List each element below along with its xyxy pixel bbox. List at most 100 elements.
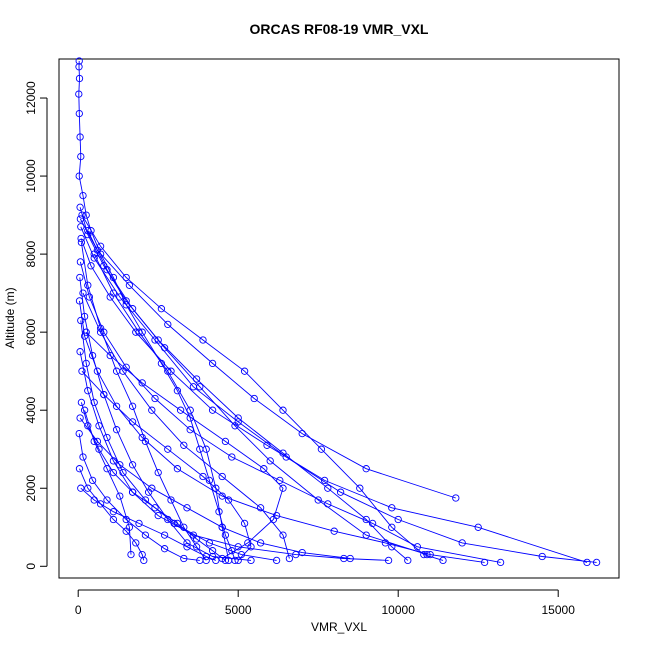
data-point [75, 465, 84, 473]
data-point [221, 437, 230, 446]
data-point [173, 519, 182, 528]
data-point [80, 332, 89, 340]
series-line [78, 60, 236, 561]
data-point [192, 375, 201, 383]
data-point [132, 539, 140, 547]
data-point [160, 545, 169, 553]
data-point [256, 504, 265, 512]
data-point [76, 203, 84, 211]
data-point [75, 172, 83, 180]
data-point [109, 508, 118, 516]
data-point [76, 258, 85, 266]
data-point [75, 57, 83, 65]
data-point [279, 484, 287, 492]
series-line [82, 292, 290, 559]
data-point [237, 550, 246, 559]
data-point [78, 367, 86, 375]
data-point [208, 359, 217, 368]
data-point [208, 547, 217, 555]
data-point [103, 465, 111, 473]
data-point [122, 273, 130, 282]
data-point [151, 504, 159, 512]
data-point [279, 406, 287, 414]
data-point [218, 554, 226, 563]
data-point [76, 348, 84, 356]
data-point [413, 543, 422, 551]
data-point [116, 492, 124, 500]
data-point [180, 441, 188, 449]
data-point [272, 556, 281, 565]
data-point [183, 539, 191, 547]
data-point [116, 461, 124, 469]
chart-title: ORCAS RF08-19 VMR_VXL [250, 21, 429, 37]
data-point [314, 496, 322, 504]
data-point [205, 476, 214, 485]
data-point [109, 515, 118, 524]
data-point [82, 328, 90, 336]
series-10 [76, 348, 393, 565]
data-point [128, 402, 137, 410]
data-point [199, 472, 207, 481]
data-point [276, 476, 284, 485]
series-line [79, 277, 252, 561]
data-point [141, 496, 150, 504]
data-point [135, 519, 143, 528]
data-point [157, 305, 166, 313]
series-7 [77, 238, 210, 565]
y-tick-label: 10000 [24, 159, 38, 193]
data-point [125, 281, 134, 289]
data-point [116, 293, 124, 301]
data-point [151, 394, 159, 403]
data-point [474, 523, 482, 531]
data-point [95, 422, 103, 430]
series-20 [78, 367, 255, 565]
data-point [109, 468, 118, 477]
series-21 [76, 414, 354, 563]
y-tick-label: 12000 [24, 81, 38, 115]
data-point [439, 556, 447, 565]
data-point [186, 426, 194, 434]
data-point [240, 519, 249, 528]
series-23 [77, 484, 220, 565]
data-point [583, 558, 591, 567]
data-point [167, 496, 175, 504]
data-point [77, 152, 85, 161]
data-point [88, 476, 97, 485]
data-point [202, 445, 210, 453]
y-tick-label: 0 [24, 563, 38, 570]
series-line [80, 242, 207, 561]
series-line [78, 433, 200, 561]
data-point [75, 63, 83, 71]
x-tick-label: 10000 [382, 603, 416, 617]
data-point [208, 406, 217, 414]
data-point [82, 359, 90, 368]
data-point [356, 484, 364, 492]
data-point [362, 465, 370, 473]
data-point [317, 445, 326, 453]
plot-frame-group [58, 58, 620, 579]
series-19 [82, 328, 287, 563]
data-point [221, 531, 230, 539]
series-line [93, 253, 230, 561]
data-point [218, 492, 226, 500]
series-line [79, 351, 389, 561]
data-point [164, 367, 172, 375]
data-point [404, 556, 412, 565]
data-point [76, 273, 84, 282]
y-tick-label: 6000 [24, 318, 38, 345]
data-point [75, 74, 84, 83]
data-point [394, 515, 402, 524]
series-17 [90, 250, 233, 565]
data-point [336, 488, 345, 496]
data-point [266, 457, 274, 465]
data-point [128, 488, 137, 496]
data-point [75, 429, 83, 438]
data-point [77, 234, 85, 243]
data-point [93, 437, 102, 446]
data-point [109, 289, 118, 297]
data-point [192, 535, 201, 543]
x-axis-label: VMR_VXL [311, 620, 367, 634]
series-line [81, 214, 444, 561]
data-point [79, 191, 87, 200]
data-point [228, 453, 236, 461]
